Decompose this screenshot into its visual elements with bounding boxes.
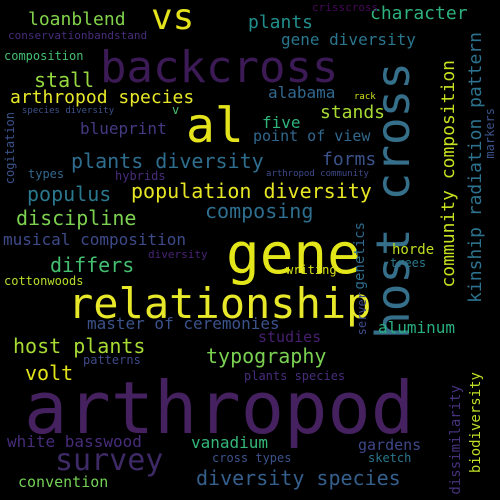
word-crisscross: crisscross bbox=[312, 1, 379, 14]
word-server: server bbox=[355, 292, 369, 336]
word-hybrids: hybrids bbox=[115, 169, 166, 183]
word-horde: horde bbox=[392, 242, 435, 258]
word-arthropod: arthropod bbox=[24, 366, 415, 450]
word-genetics: genetics bbox=[352, 222, 368, 290]
word-blueprint: blueprint bbox=[80, 119, 167, 138]
word-gene: gene bbox=[226, 222, 361, 287]
word-stands: stands bbox=[320, 102, 386, 123]
word-patterns: patterns bbox=[83, 353, 141, 367]
word-convention: convention bbox=[18, 473, 109, 491]
word-rack: rack bbox=[354, 92, 376, 102]
word-cogitation: cogitation bbox=[3, 112, 17, 185]
word-differs: differs bbox=[50, 253, 135, 277]
word-kinship-radiation-pattern: kinship radiation pattern bbox=[465, 32, 486, 303]
word-community-composition: community composition bbox=[438, 60, 459, 288]
word-arthropod-species: arthropod species bbox=[10, 87, 195, 108]
word-population-diversity: population diversity bbox=[131, 179, 372, 203]
word-biodiversity: biodiversity bbox=[468, 372, 484, 474]
word-conservationbandstand: conservationbandstand bbox=[8, 29, 148, 42]
word-diversity: diversity bbox=[148, 248, 208, 261]
word-diversity-species: diversity species bbox=[196, 466, 401, 490]
word-stall: stall bbox=[34, 68, 95, 92]
word-composition: composition bbox=[4, 49, 84, 63]
word-cottonwoods: cottonwoods bbox=[4, 274, 84, 288]
word-plants-species: plants species bbox=[244, 369, 346, 383]
word-studies: studies bbox=[258, 328, 322, 346]
word-plants: plants bbox=[248, 12, 314, 33]
word-cross-types: cross types bbox=[212, 451, 292, 465]
word-aluminum: aluminum bbox=[378, 318, 456, 337]
word-gene-diversity: gene diversity bbox=[281, 30, 416, 49]
word-backcross: backcross bbox=[100, 42, 339, 93]
word-markers: markers bbox=[483, 108, 497, 159]
word-populus: populus bbox=[27, 182, 112, 206]
word-discipline: discipline bbox=[16, 206, 137, 230]
word-gardens: gardens bbox=[358, 436, 422, 454]
word-alabama: alabama bbox=[268, 83, 336, 102]
word-writing: writing bbox=[286, 263, 337, 277]
word-musical-composition: musical composition bbox=[3, 230, 187, 249]
word-survey: survey bbox=[55, 443, 164, 478]
word-loanblend: loanblend bbox=[28, 9, 126, 30]
word-five: five bbox=[262, 113, 301, 132]
word-point-of-view: point of view bbox=[253, 127, 371, 145]
word-typography: typography bbox=[206, 344, 327, 368]
word-host-plants: host plants bbox=[13, 334, 146, 358]
word-arthropod-community: arthropod community bbox=[266, 169, 369, 179]
word-vanadium: vanadium bbox=[191, 433, 269, 452]
word-composing: composing bbox=[205, 199, 314, 223]
word-master-of-ceremonies: master of ceremonies bbox=[87, 314, 280, 333]
word-white-basswood: white basswood bbox=[7, 432, 142, 451]
word-forms: forms bbox=[322, 149, 377, 170]
word-types: types bbox=[28, 167, 65, 181]
word-volt: volt bbox=[25, 361, 74, 385]
word-plants-diversity: plants diversity bbox=[71, 149, 264, 173]
word-species-diversity: species diversity bbox=[22, 106, 115, 116]
word-relationship: relationship bbox=[68, 279, 372, 328]
word-character: character bbox=[370, 3, 468, 24]
word-trees: trees bbox=[390, 256, 427, 270]
word-vs: vs bbox=[151, 0, 195, 38]
word-al: al bbox=[186, 98, 244, 154]
word-sketch: sketch bbox=[368, 451, 412, 465]
word-dissimilarity: dissimilarity bbox=[448, 385, 464, 495]
word-v: v bbox=[172, 103, 180, 117]
